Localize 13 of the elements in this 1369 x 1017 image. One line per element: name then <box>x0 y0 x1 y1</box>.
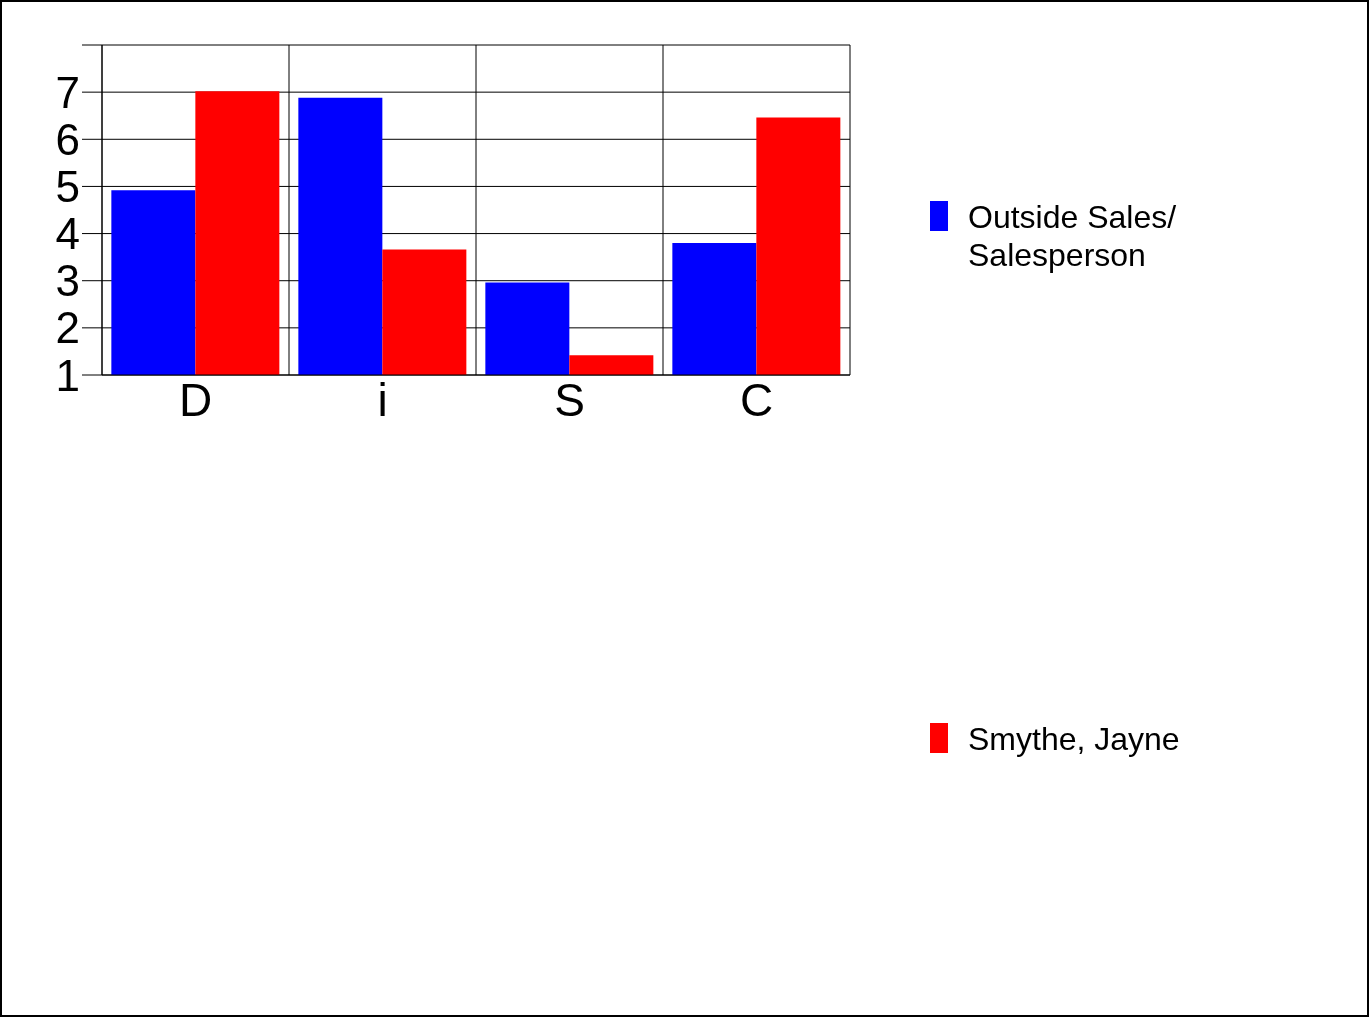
legend-label: Outside Sales/ Salesperson <box>968 198 1178 274</box>
y-tick-label: 1 <box>55 350 80 400</box>
x-tick-label: C <box>739 373 774 426</box>
y-tick-label: 5 <box>55 162 80 212</box>
legend-label: Smythe, Jayne <box>968 720 1181 758</box>
y-tick-label: 6 <box>55 114 80 164</box>
x-tick-label: D <box>178 373 213 426</box>
y-tick-label: 2 <box>55 303 80 353</box>
y-tick-label: 3 <box>55 256 80 306</box>
x-tick-label: i <box>377 373 388 426</box>
x-tick-label: S <box>554 373 585 426</box>
y-tick-label: 4 <box>55 209 80 259</box>
y-tick-label: 7 <box>55 67 80 117</box>
